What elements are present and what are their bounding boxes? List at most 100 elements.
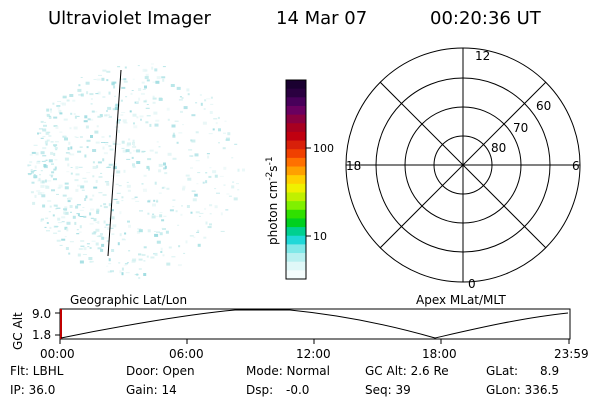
emission-speckle: [106, 265, 109, 267]
emission-speckle: [124, 232, 127, 235]
emission-speckle: [146, 165, 150, 169]
emission-speckle: [139, 115, 144, 118]
emission-speckle: [156, 199, 159, 203]
emission-speckle: [97, 91, 101, 95]
emission-speckle: [144, 76, 149, 80]
emission-speckle: [190, 139, 193, 142]
emission-speckle: [46, 108, 50, 112]
emission-speckle: [131, 90, 134, 91]
emission-speckle: [89, 198, 93, 201]
emission-speckle: [57, 106, 60, 110]
emission-speckle: [46, 139, 50, 142]
emission-speckle: [113, 198, 118, 200]
emission-speckle: [44, 179, 47, 183]
emission-speckle: [102, 96, 106, 98]
timeline-ytick-label-top: 9.0: [32, 307, 51, 321]
emission-speckle: [147, 158, 152, 161]
emission-speckle: [138, 229, 143, 233]
emission-speckle: [86, 139, 91, 142]
emission-speckle: [74, 115, 77, 119]
emission-speckle: [220, 230, 225, 232]
emission-speckle: [86, 91, 89, 95]
emission-speckle: [224, 120, 227, 122]
emission-speckle: [136, 149, 141, 153]
emission-speckle: [45, 185, 50, 189]
emission-speckle: [104, 226, 107, 228]
colorbar-tick-label-10: 10: [313, 230, 327, 243]
emission-speckle: [186, 205, 190, 208]
colorbar-cell: [286, 157, 306, 168]
emission-speckle: [67, 163, 70, 167]
emission-speckle: [29, 161, 33, 164]
emission-speckle: [185, 174, 190, 177]
colorbar-cell: [286, 140, 306, 150]
emission-speckle: [155, 215, 159, 217]
emission-speckle: [143, 174, 147, 177]
terminator-line: [107, 69, 122, 257]
emission-speckle: [162, 186, 166, 189]
emission-speckle: [29, 164, 32, 166]
emission-speckle: [80, 185, 85, 189]
emission-speckle: [143, 190, 147, 192]
emission-speckle: [40, 181, 44, 184]
emission-speckle: [111, 216, 115, 220]
mlt-label-6: 6: [572, 159, 580, 173]
emission-speckle: [89, 93, 94, 96]
emission-speckle: [121, 272, 124, 276]
emission-speckle: [179, 96, 182, 98]
timeline-right-title: Apex MLat/MLT: [416, 293, 506, 307]
emission-speckle: [146, 79, 150, 82]
emission-speckle: [171, 256, 176, 258]
emission-speckle: [116, 120, 121, 124]
emission-speckle: [122, 149, 127, 153]
emission-speckle: [196, 183, 199, 185]
emission-speckle: [70, 153, 75, 156]
emission-speckle: [237, 189, 240, 191]
emission-speckle: [191, 139, 196, 143]
emission-speckle: [123, 78, 127, 81]
emission-speckle: [197, 229, 200, 233]
emission-speckle: [111, 209, 114, 212]
emission-speckle: [89, 212, 92, 216]
mlt-label-18: 18: [346, 159, 361, 173]
emission-speckle: [197, 172, 201, 174]
emission-speckle: [124, 263, 128, 265]
emission-speckle: [121, 196, 124, 199]
emission-speckle: [95, 242, 99, 246]
emission-speckle: [105, 144, 108, 146]
mlt-label-0: 0: [468, 277, 476, 291]
emission-speckle: [92, 149, 97, 152]
emission-speckle: [176, 86, 181, 90]
emission-speckle: [109, 115, 112, 118]
status-door: Door: Open: [126, 364, 195, 378]
emission-speckle: [56, 207, 61, 209]
emission-speckle: [80, 240, 85, 242]
emission-speckle: [204, 207, 207, 210]
emission-speckle: [54, 141, 59, 143]
emission-speckle: [174, 120, 179, 122]
emission-speckle: [86, 243, 90, 245]
emission-speckle: [77, 150, 82, 153]
colorbar-cell: [286, 218, 306, 228]
emission-speckle: [58, 184, 63, 188]
emission-speckle: [195, 102, 198, 104]
timeline-left-title: Geographic Lat/Lon: [70, 293, 187, 307]
emission-speckle: [132, 145, 137, 148]
emission-speckle: [27, 164, 30, 167]
emission-speckle: [108, 91, 111, 95]
emission-speckle: [89, 247, 92, 249]
emission-speckle: [226, 193, 230, 195]
emission-speckle: [89, 223, 94, 225]
emission-speckle: [109, 148, 114, 151]
emission-speckle: [64, 182, 69, 185]
emission-speckle: [42, 128, 47, 132]
emission-speckle: [207, 226, 212, 229]
colorbar-cell: [286, 192, 306, 202]
emission-speckle: [104, 181, 109, 183]
emission-speckle: [31, 181, 35, 184]
emission-speckle: [82, 177, 87, 179]
emission-speckle: [35, 152, 39, 156]
emission-speckle: [101, 77, 105, 81]
emission-speckle: [138, 253, 141, 256]
emission-speckle: [106, 79, 109, 82]
